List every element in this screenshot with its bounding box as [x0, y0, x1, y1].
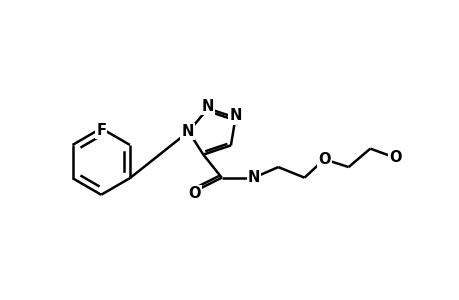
Text: N: N: [247, 170, 259, 185]
Text: N: N: [202, 99, 213, 114]
Text: F: F: [96, 123, 106, 138]
Text: N: N: [181, 124, 193, 139]
Text: O: O: [187, 186, 200, 201]
Text: O: O: [317, 152, 330, 167]
Text: O: O: [388, 150, 401, 165]
Text: N: N: [229, 108, 241, 123]
